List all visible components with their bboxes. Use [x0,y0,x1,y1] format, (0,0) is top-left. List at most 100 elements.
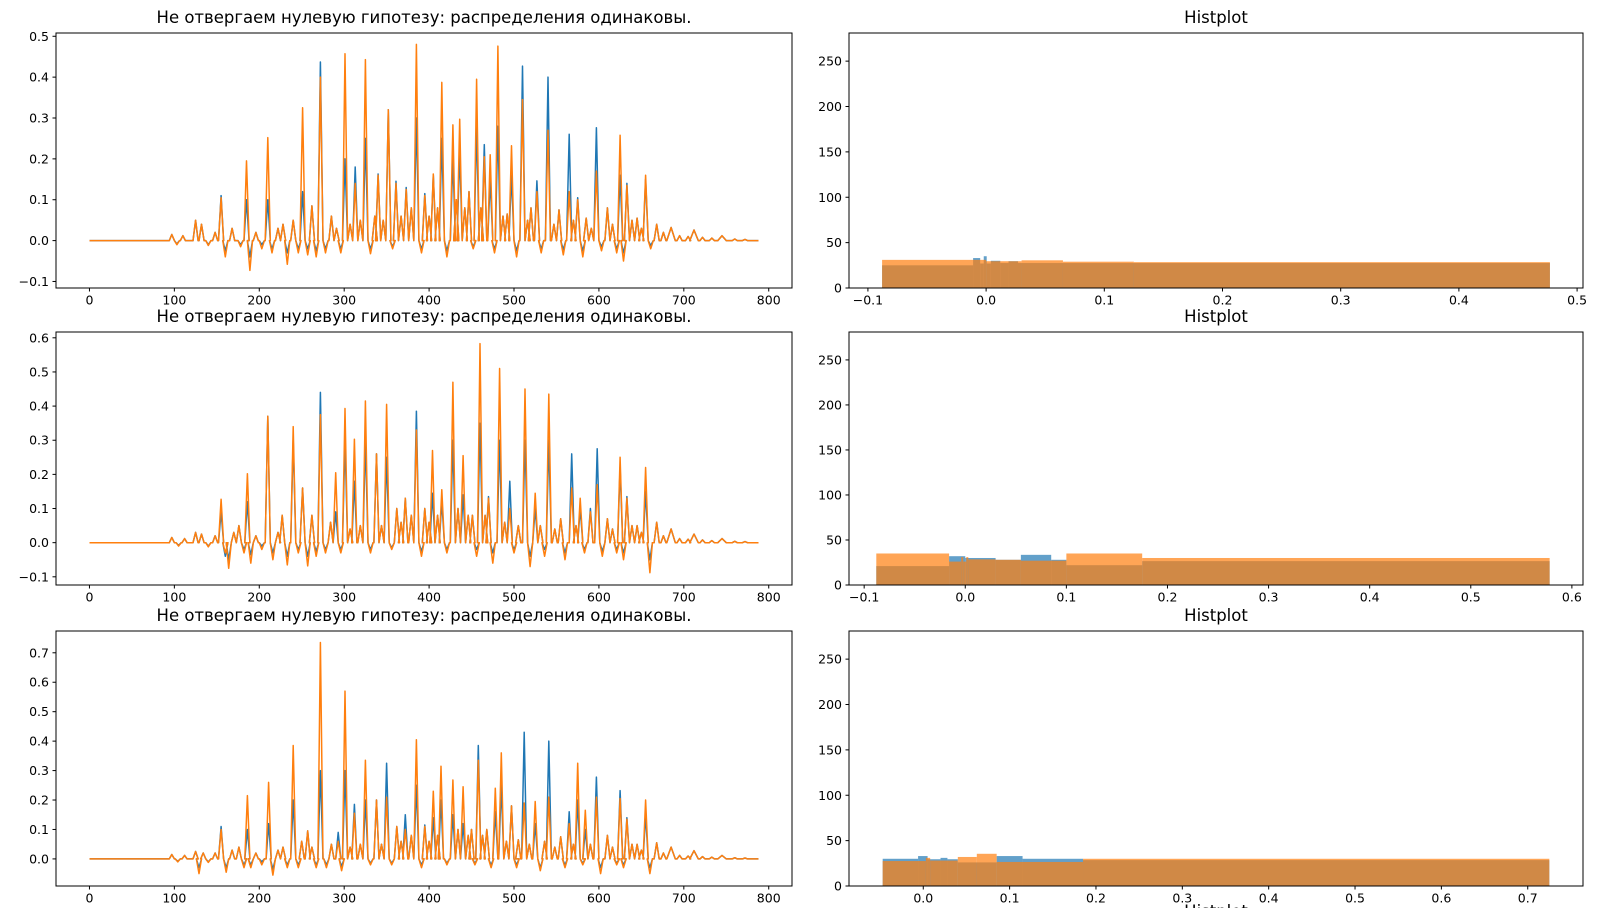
x-tick-label: 300 [332,590,356,605]
subplot-row1-hist-title: Histplot [1184,8,1248,27]
y-tick-label: 0.2 [29,467,49,482]
x-tick-label: 600 [587,590,611,605]
y-tick-label: 0.0 [29,851,49,866]
x-tick-label: 0.0 [955,590,975,605]
y-tick-label: 0.0 [29,233,49,248]
subplot-row2-line-title: Не отвергаем нулевую гипотезу: распредел… [157,307,692,326]
subplot-row2-hist-plot-area: −0.1 0.0 0.1 0.2 0.3 0.4 0.5 0.6 0 50 100 150 200 250 [818,331,1584,605]
subplot-row3-hist-title: Histplot [1184,606,1248,625]
x-tick-label: 0.4 [1449,293,1469,308]
y-tick-label: −0.1 [19,274,49,289]
y-tick-label: 0.1 [29,192,49,207]
y-tick-label: 200 [818,397,842,412]
y-tick-label: 0 [834,578,842,593]
x-tick-label: 400 [417,590,441,605]
y-tick-label: 50 [826,833,842,848]
subplot-row3-line-plot-area: 0 100 200 300 400 500 600 700 800 0.0 0.1 0.2 0.3 0.4… [29,630,793,906]
y-tick-label: 0.4 [29,734,49,749]
x-tick-label: 0.7 [1518,891,1538,906]
x-tick-label: 0.0 [976,293,996,308]
x-tick-label: 0.5 [1345,891,1365,906]
x-tick-label: 0 [85,590,93,605]
y-tick-label: 0.6 [29,675,49,690]
subplot-row3-line-title: Не отвергаем нулевую гипотезу: распредел… [157,606,692,625]
y-tick-label: 0.3 [29,763,49,778]
x-tick-label: 0.6 [1431,891,1451,906]
x-tick-label: 0.1 [1000,891,1020,906]
x-tick-label: 500 [502,891,526,906]
y-tick-label: 250 [818,652,842,667]
x-tick-label: 500 [502,293,526,308]
x-tick-label: −0.1 [853,293,883,308]
x-tick-label: 0.4 [1360,590,1380,605]
y-tick-label: 0.3 [29,111,49,126]
x-tick-label: 800 [757,891,781,906]
y-tick-label: 50 [826,235,842,250]
y-tick-label: 100 [818,788,842,803]
x-tick-label: 0.2 [1213,293,1233,308]
x-tick-label: 400 [417,293,441,308]
y-tick-label: 0.2 [29,793,49,808]
subplot-row3-line: Не отвергаем нулевую гипотезу: распредел… [29,606,793,906]
subplot-row1-line: Не отвергаем нулевую гипотезу: распредел… [19,8,793,308]
x-tick-label: 0.4 [1259,891,1279,906]
x-tick-label: 300 [332,891,356,906]
y-tick-label: 100 [818,190,842,205]
y-tick-label: 0.5 [29,364,49,379]
x-tick-label: 0.5 [1461,590,1481,605]
x-tick-label: 400 [417,891,441,906]
x-tick-label: 0.3 [1259,590,1279,605]
x-tick-label: 700 [672,891,696,906]
y-tick-label: 0.2 [29,151,49,166]
x-tick-label: 100 [162,891,186,906]
subplot-row2-hist-title: Histplot [1184,307,1248,326]
x-tick-label: 200 [247,293,271,308]
y-tick-label: 0.7 [29,645,49,660]
y-tick-label: −0.1 [19,569,49,584]
subplot-row1-hist-plot-area: −0.1 0.0 0.1 0.2 0.3 0.4 0.5 0 50 100 150 200 250 [818,32,1587,308]
y-tick-label: 200 [818,697,842,712]
y-tick-label: 0.1 [29,501,49,516]
x-tick-label: 300 [332,293,356,308]
y-tick-label: 150 [818,144,842,159]
x-tick-label: 0.5 [1567,293,1587,308]
x-tick-label: 0.3 [1172,891,1192,906]
x-tick-label: −0.1 [849,590,879,605]
y-tick-label: 0 [834,879,842,894]
x-tick-label: 800 [757,293,781,308]
x-tick-label: 100 [162,293,186,308]
y-tick-label: 250 [818,54,842,69]
x-tick-label: 0.1 [1056,590,1076,605]
subplot-row3-hist: Histplot 0.0 0.1 0.2 0.3 0.4 0.5 0.6 0.7 0 50 100 1… [818,606,1584,906]
x-tick-label: 200 [247,891,271,906]
y-tick-label: 150 [818,442,842,457]
subplot-row2-line: Не отвергаем нулевую гипотезу: распредел… [19,307,793,605]
subplot-row2-hist: Histplot −0.1 0.0 0.1 0.2 0.3 0.4 0.5 0.6 0 50 100… [818,307,1584,605]
subplot-row1-hist: Histplot −0.1 0.0 0.1 0.2 0.3 0.4 0.5 0 50 100 150… [818,8,1587,308]
x-tick-label: 0.2 [1086,891,1106,906]
next-row-histplot-title-clipped: Histplot [1184,902,1248,908]
x-tick-label: 700 [672,590,696,605]
y-tick-label: 0.6 [29,330,49,345]
y-tick-label: 0.3 [29,433,49,448]
y-tick-label: 0.5 [29,704,49,719]
x-tick-label: 0.1 [1094,293,1114,308]
y-tick-label: 0.4 [29,70,49,85]
x-tick-label: 200 [247,590,271,605]
subplot-row3-hist-plot-area: 0.0 0.1 0.2 0.3 0.4 0.5 0.6 0.7 0 50 100 150 200 250 [818,630,1584,906]
x-tick-label: 0 [85,891,93,906]
x-tick-label: 100 [162,590,186,605]
y-tick-label: 200 [818,99,842,114]
x-tick-label: 0.2 [1158,590,1178,605]
x-tick-label: 500 [502,590,526,605]
y-tick-label: 0.4 [29,399,49,414]
y-tick-label: 0 [834,281,842,296]
x-tick-label: 600 [587,891,611,906]
y-tick-label: 0.1 [29,822,49,837]
subplot-row1-line-plot-area: 0 100 200 300 400 500 600 700 800 −0.1 0.0 0.1 0.2 0.… [19,29,793,308]
y-tick-label: 250 [818,352,842,367]
x-tick-label: 800 [757,590,781,605]
y-tick-label: 0.0 [29,535,49,550]
